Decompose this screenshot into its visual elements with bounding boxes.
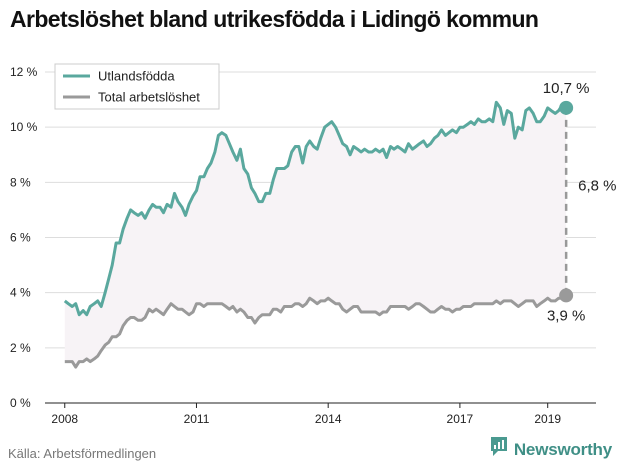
- series-line-utlandsfodda: [63, 100, 567, 317]
- brand-name: Newsworthy: [513, 439, 612, 459]
- newsworthy-logo-icon: [489, 436, 509, 463]
- line-chart: 10,7 % 3,9 % 6,8 % 0 % 2 % 4 % 6 % 8 % 10 % 12 %…: [10, 63, 617, 426]
- series-lines: [63, 100, 567, 369]
- x-axis: 2008 2011 2014 2017 2019: [45, 402, 596, 426]
- series-line-total: [64, 294, 567, 369]
- page-title: Arbetslöshet bland utrikesfödda i Liding…: [10, 6, 539, 32]
- legend-label: Total arbetslöshet: [98, 90, 200, 105]
- source-note: Källa: Arbetsförmedlingen: [8, 446, 157, 461]
- legend-box: [54, 63, 220, 110]
- x-tick-label: 2011: [184, 412, 210, 426]
- label-gap: 6,8 %: [578, 178, 616, 195]
- brand: Newsworthy: [489, 436, 612, 463]
- x-tick-label: 2014: [315, 412, 342, 426]
- gap-area: [64, 102, 567, 368]
- x-tick-label: 2008: [51, 412, 78, 426]
- y-tick-label: 12 %: [10, 65, 38, 79]
- x-tick-label: 2019: [534, 412, 561, 426]
- y-tick-label: 8 %: [10, 175, 31, 189]
- y-tick-label: 4 %: [10, 286, 31, 300]
- x-tick-label: 2017: [447, 412, 474, 426]
- label-end-utlandsfodda: 10,7 %: [543, 80, 590, 97]
- label-end-total: 3,9 %: [547, 307, 585, 324]
- y-tick-label: 0 %: [10, 396, 31, 410]
- annotations: 10,7 % 3,9 % 6,8 %: [543, 80, 617, 325]
- legend-label: Utlandsfödda: [98, 69, 175, 84]
- y-tick-label: 6 %: [10, 231, 31, 245]
- end-point-total: [559, 288, 574, 303]
- y-axis: 0 % 2 % 4 % 6 % 8 % 10 % 12 %: [10, 65, 38, 410]
- gap-area-fill: [64, 102, 567, 368]
- legend: Utlandsfödda Total arbetslöshet: [54, 63, 220, 110]
- end-point-utlandsfodda: [559, 100, 574, 115]
- y-tick-label: 10 %: [10, 120, 38, 134]
- y-tick-label: 2 %: [10, 341, 31, 355]
